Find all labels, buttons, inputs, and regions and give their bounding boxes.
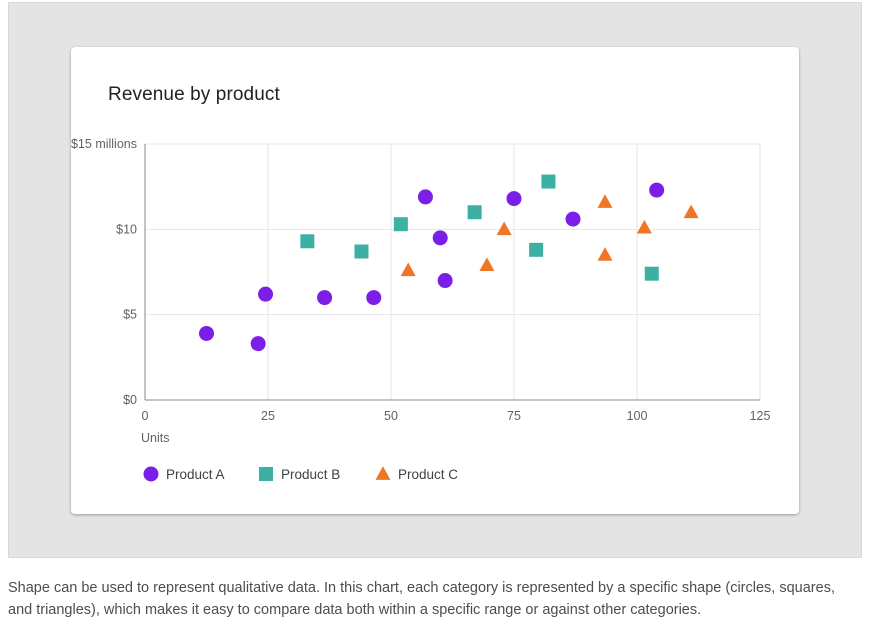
product-c-point <box>597 194 613 208</box>
product-c-point <box>479 257 495 272</box>
product-a-point <box>199 325 214 341</box>
scatter-chart: $0 $5 $10 $15 millions 0 25 50 75 100 125 Units Pr… <box>71 137 770 482</box>
product-a-point <box>649 182 665 198</box>
product-a-point <box>417 189 433 205</box>
product-a-legend-marker <box>143 466 159 482</box>
product-a-point <box>432 230 448 246</box>
y-tick-label: $5 <box>123 308 137 322</box>
product-b-point <box>354 244 369 259</box>
data-marks <box>199 174 699 352</box>
product-c-point <box>683 204 699 219</box>
product-b-point <box>541 174 556 189</box>
x-tick-label: 0 <box>142 409 149 423</box>
y-tick-label: $15 millions <box>71 137 137 151</box>
product-b-point <box>529 242 544 257</box>
chart-title: Revenue by product <box>108 84 280 105</box>
product-b-point <box>467 205 482 220</box>
product-a-point <box>565 211 581 227</box>
x-tick-label: 125 <box>750 409 771 423</box>
x-tick-label: 50 <box>384 409 398 423</box>
product-b-legend-label: Product B <box>281 467 340 482</box>
product-b-legend-marker <box>259 467 273 481</box>
product-a-point <box>258 286 274 302</box>
product-b-point <box>644 266 659 281</box>
product-a-point <box>366 290 382 306</box>
x-tick-label: 25 <box>261 409 275 423</box>
y-tick-label: $10 <box>116 222 137 236</box>
product-c-point <box>496 221 512 236</box>
product-c-point <box>597 247 613 261</box>
figure-frame: Revenue by product $0 $5 $10 $15 millions 0 2… <box>8 2 862 558</box>
product-c-legend-marker <box>375 466 391 480</box>
x-tick-label: 100 <box>627 409 648 423</box>
y-tick-label: $0 <box>123 393 137 407</box>
product-b-point <box>300 234 315 249</box>
chart-card: Revenue by product $0 $5 $10 $15 millions 0 2… <box>71 47 799 514</box>
product-a-point <box>317 290 333 306</box>
product-c-point <box>636 219 652 234</box>
figure-caption: Shape can be used to represent qualitati… <box>8 580 835 618</box>
x-axis-label: Units <box>141 431 169 445</box>
grid-lines <box>145 143 761 400</box>
product-a-legend-label: Product A <box>166 467 225 482</box>
product-b-point <box>393 217 408 232</box>
product-c-legend-label: Product C <box>398 467 458 482</box>
product-a-point <box>437 273 453 289</box>
product-a-point <box>506 191 522 207</box>
product-a-point <box>250 336 266 352</box>
axes: $0 $5 $10 $15 millions 0 25 50 75 100 125 Units <box>71 137 770 445</box>
legend: Product A Product B Product C <box>143 466 458 482</box>
x-tick-label: 75 <box>507 409 521 423</box>
product-c-point <box>400 262 416 277</box>
